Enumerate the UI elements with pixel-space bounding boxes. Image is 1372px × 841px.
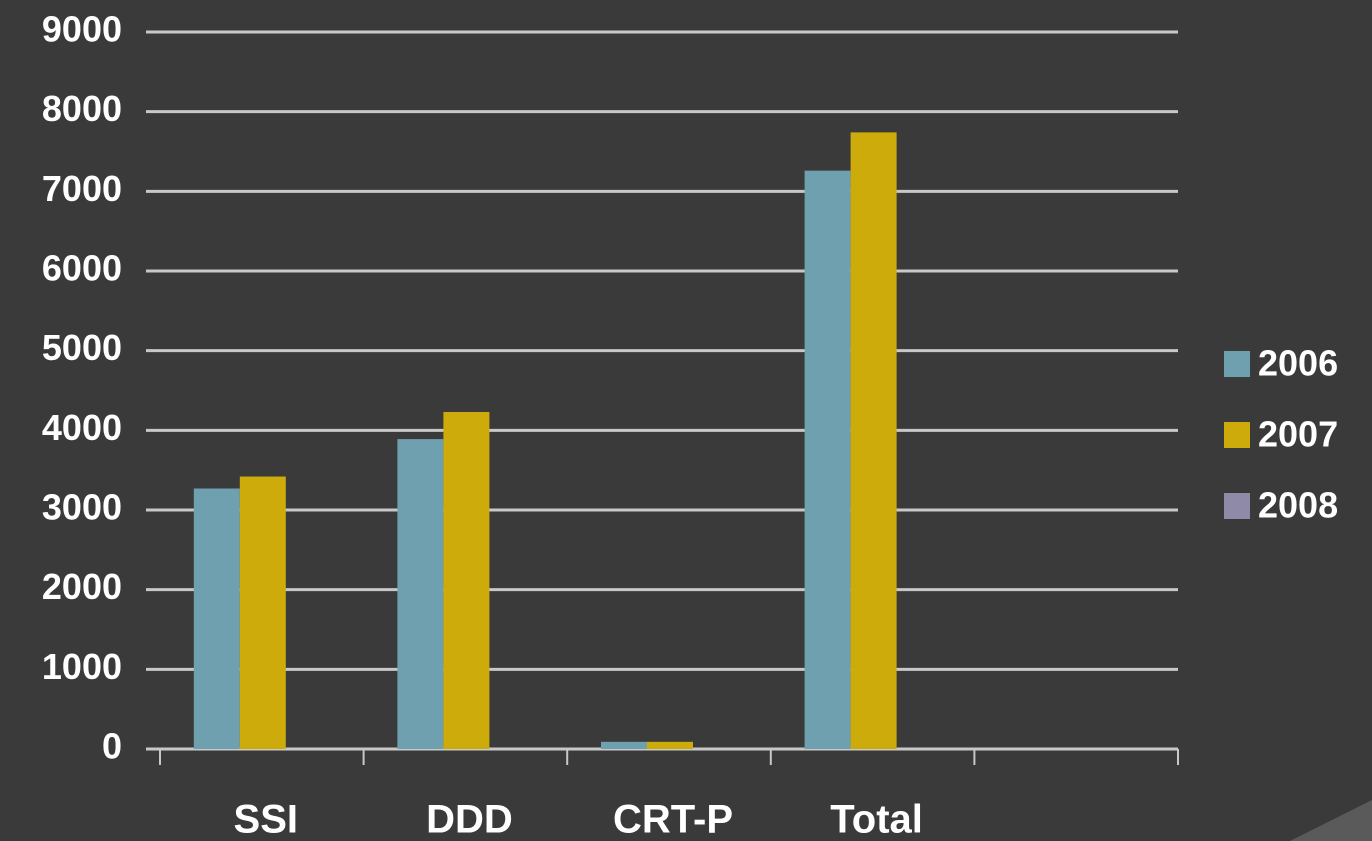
x-tick-label: CRT-P bbox=[613, 798, 733, 841]
y-tick-label: 3000 bbox=[42, 487, 122, 528]
x-tick-label: Total bbox=[830, 798, 923, 841]
y-tick-label: 9000 bbox=[42, 9, 122, 50]
bar bbox=[647, 741, 693, 749]
bar bbox=[601, 741, 647, 749]
y-tick-label: 7000 bbox=[42, 168, 122, 209]
bar bbox=[193, 488, 240, 749]
x-tick-label: SSI bbox=[234, 798, 298, 841]
y-tick-label: 2000 bbox=[42, 566, 122, 607]
y-tick-label: 6000 bbox=[42, 248, 122, 289]
y-tick-label: 4000 bbox=[42, 407, 122, 448]
bar bbox=[397, 439, 444, 749]
y-tick-label: 1000 bbox=[42, 646, 122, 687]
y-tick-label: 5000 bbox=[42, 327, 122, 368]
corner-decoration bbox=[1290, 800, 1372, 841]
bar bbox=[850, 132, 897, 749]
legend-swatch bbox=[1224, 351, 1250, 377]
bar bbox=[804, 170, 851, 749]
bar bbox=[443, 412, 490, 749]
y-tick-label: 0 bbox=[102, 726, 122, 767]
legend-label: 2008 bbox=[1258, 485, 1338, 526]
legend-label: 2006 bbox=[1258, 343, 1338, 384]
bar bbox=[239, 476, 286, 749]
y-tick-label: 8000 bbox=[42, 88, 122, 129]
legend-swatch bbox=[1224, 422, 1250, 448]
legend-label: 2007 bbox=[1258, 414, 1338, 455]
x-tick-label: DDD bbox=[426, 798, 513, 841]
legend-swatch bbox=[1224, 493, 1250, 519]
